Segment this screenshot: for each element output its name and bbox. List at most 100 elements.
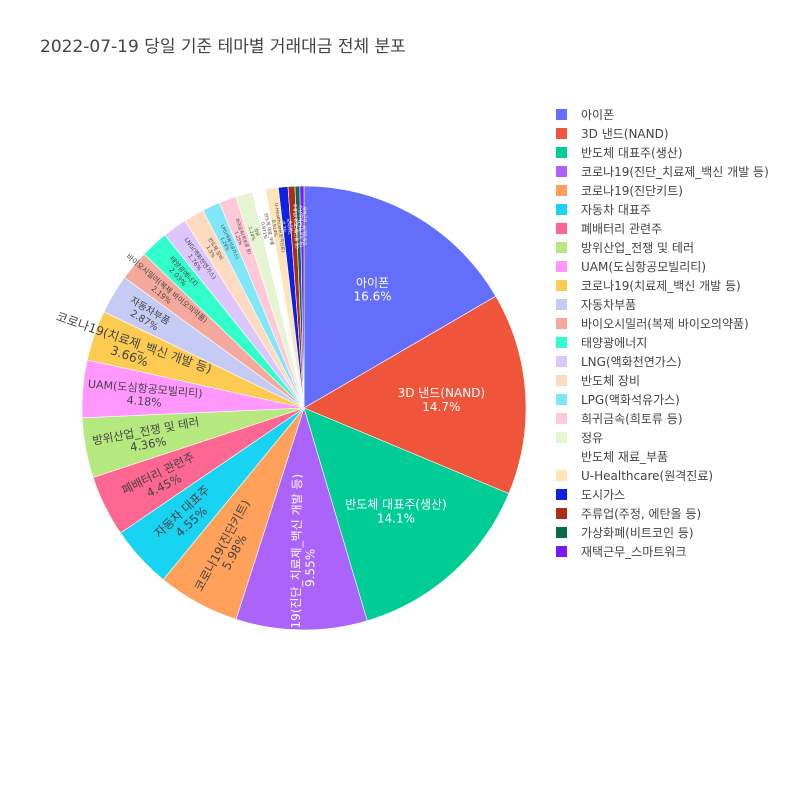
legend-item-15[interactable]: LPG(액화석유가스): [552, 391, 769, 410]
legend-swatch: [556, 527, 567, 538]
slice-percent-16: 1.25%: [233, 231, 244, 247]
legend-swatch: [556, 147, 567, 158]
legend-swatch: [556, 546, 567, 557]
legend-item-7[interactable]: 방위산업_전쟁 및 테러: [552, 239, 769, 258]
pie-slice-2[interactable]: [303, 407, 510, 622]
slice-percent-0: 16.6%: [354, 290, 392, 304]
legend-item-9[interactable]: 코로나19(치료제_백신 개발 등): [552, 277, 769, 296]
legend-swatch: [556, 337, 567, 348]
pie-slice-3[interactable]: [235, 406, 368, 631]
slice-label-1: 3D 낸드(NAND): [398, 386, 486, 400]
slice-label-group-1: 3D 낸드(NAND)14.7%: [398, 386, 486, 414]
slice-percent-15: 1.29%: [219, 236, 231, 252]
legend-label: 태양광에너지: [581, 336, 648, 350]
slice-percent-17: 1.24%: [247, 226, 257, 242]
legend-label: 반도체 재료_부품: [581, 450, 669, 464]
legend-swatch: [556, 356, 567, 367]
legend-item-0[interactable]: 아이폰: [552, 106, 769, 125]
slice-percent-18: 0.971%: [259, 221, 269, 240]
legend-item-5[interactable]: 자동차 대표주: [552, 201, 769, 220]
legend-label: 폐배터리 관련주: [581, 222, 663, 236]
legend-label: 희귀금속(희토류 등): [581, 412, 683, 426]
slice-percent-14: 1.5%: [204, 245, 216, 259]
legend-item-1[interactable]: 3D 낸드(NAND): [552, 125, 769, 144]
legend-item-17[interactable]: 정유: [552, 429, 769, 448]
slice-percent-8: 4.18%: [126, 394, 162, 410]
legend-item-2[interactable]: 반도체 대표주(생산): [552, 144, 769, 163]
legend-label: U-Healthcare(원격진료): [581, 469, 714, 483]
legend-label: UAM(도심항공모빌리티): [581, 260, 707, 274]
slice-percent-21: 0.5%: [287, 221, 294, 233]
slice-label-group-22: 가상화폐(비트코인 등)0.35%: [292, 205, 305, 248]
slice-label-17: 정유: [252, 227, 261, 237]
chart-title: 2022-07-19 당일 기준 테마별 거래대금 전체 분포: [40, 37, 406, 57]
legend-item-13[interactable]: LNG(액화천연가스): [552, 353, 769, 372]
legend-item-4[interactable]: 코로나19(진단키트): [552, 182, 769, 201]
legend-item-14[interactable]: 반도체 장비: [552, 372, 769, 391]
legend-swatch: [556, 413, 567, 424]
legend-item-10[interactable]: 자동차부품: [552, 296, 769, 315]
legend-item-20[interactable]: 도시가스: [552, 486, 769, 505]
legend-label: 정유: [581, 431, 604, 445]
legend-item-21[interactable]: 주류업(주정, 에탄올 등): [552, 505, 769, 524]
legend-item-6[interactable]: 폐배터리 관련주: [552, 220, 769, 239]
legend-label: 코로나19(진단_치료제_백신 개발 등): [581, 165, 769, 179]
legend-label: LPG(액화석유가스): [581, 393, 680, 407]
slice-label-group-21: 주류업(주정, 에탄올 등)0.5%: [287, 203, 301, 249]
legend-swatch: [556, 299, 567, 310]
legend-label: 코로나19(치료제_백신 개발 등): [581, 279, 741, 293]
legend-swatch: [556, 261, 567, 272]
legend-label: 반도체 장비: [581, 374, 641, 388]
pie-slices: [81, 185, 527, 631]
legend-swatch: [556, 375, 567, 386]
legend-label: 아이폰: [581, 108, 615, 122]
legend-item-16[interactable]: 희귀금속(희토류 등): [552, 410, 769, 429]
legend-swatch: [556, 394, 567, 405]
legend-item-23[interactable]: 재택근무_스마트워크: [552, 543, 769, 562]
legend-item-19[interactable]: U-Healthcare(원격진료): [552, 467, 769, 486]
legend-swatch: [556, 489, 567, 500]
legend-swatch: [556, 508, 567, 519]
pie-slice-23[interactable]: [299, 185, 305, 409]
slice-percent-7: 4.36%: [129, 434, 168, 454]
legend-label: 코로나19(진단키트): [581, 184, 683, 198]
legend-swatch: [556, 280, 567, 291]
legend-label: 주류업(주정, 에탄올 등): [581, 507, 702, 521]
slice-label-2: 반도체 대표주(생산): [345, 498, 447, 512]
pie-slice-1[interactable]: [303, 295, 527, 495]
slice-label-22: 가상화폐(비트코인 등): [297, 205, 305, 248]
legend-label: LNG(액화천연가스): [581, 355, 682, 369]
slice-percent-2: 14.1%: [377, 511, 415, 525]
legend-label: 도시가스: [581, 488, 626, 502]
legend-item-22[interactable]: 가상화폐(비트코인 등): [552, 524, 769, 543]
slice-percent-1: 14.7%: [422, 400, 460, 414]
slice-label-group-3: 코로나19(진단_치료제_백신 개발 등)9.55%: [288, 474, 317, 662]
slice-label-21: 주류업(주정, 에탄올 등): [291, 203, 301, 249]
legend-label: 가상화폐(비트코인 등): [581, 526, 694, 540]
legend-swatch: [556, 204, 567, 215]
slice-label-20: 도시가스: [285, 218, 294, 235]
legend-label: 방위산업_전쟁 및 테러: [581, 241, 694, 255]
legend-swatch: [556, 451, 567, 462]
legend-item-18[interactable]: 반도체 재료_부품: [552, 448, 769, 467]
slice-percent-23: 0.3%: [296, 220, 302, 232]
legend-label: 3D 낸드(NAND): [581, 127, 669, 141]
legend-swatch: [556, 432, 567, 443]
legend-label: 바이오시밀러(복제 바이오의약품): [581, 317, 749, 331]
legend-swatch: [556, 242, 567, 253]
legend-swatch: [556, 128, 567, 139]
pie-slice-0[interactable]: [303, 185, 497, 409]
legend-item-11[interactable]: 바이오시밀러(복제 바이오의약품): [552, 315, 769, 334]
legend-swatch: [556, 185, 567, 196]
legend-item-8[interactable]: UAM(도심항공모빌리티): [552, 258, 769, 277]
legend-label: 자동차부품: [581, 298, 637, 312]
slice-percent-19: 0.914%: [270, 219, 279, 238]
legend-swatch: [556, 318, 567, 329]
legend-swatch: [556, 109, 567, 120]
legend-item-3[interactable]: 코로나19(진단_치료제_백신 개발 등): [552, 163, 769, 182]
slice-label-group-2: 반도체 대표주(생산)14.1%: [345, 498, 447, 526]
legend-item-12[interactable]: 태양광에너지: [552, 334, 769, 353]
